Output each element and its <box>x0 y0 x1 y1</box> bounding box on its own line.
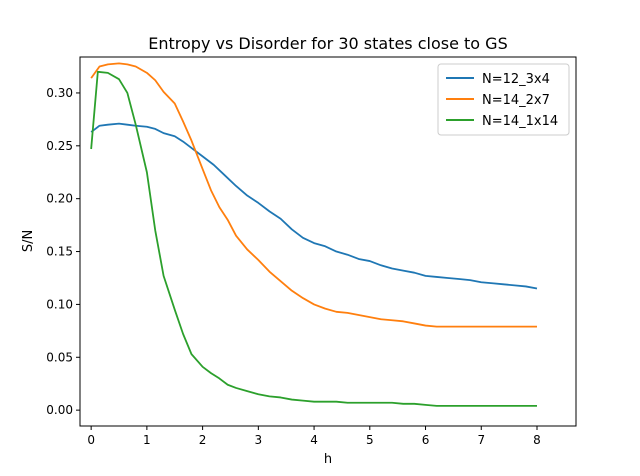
plot-frame <box>79 56 577 427</box>
x-tick-label: 1 <box>143 433 151 447</box>
y-tick-label: 0.10 <box>46 297 73 311</box>
legend-box <box>437 63 570 136</box>
x-axis-ticks: 0 1 2 3 4 5 6 7 8 <box>87 426 541 447</box>
y-tick-label: 0.15 <box>46 245 73 259</box>
x-tick-label: 2 <box>199 433 207 447</box>
series-line-2 <box>90 70 537 407</box>
y-tick-label: 0.30 <box>46 86 73 100</box>
x-tick-label: 4 <box>310 433 318 447</box>
x-tick-label: 6 <box>422 433 430 447</box>
legend-label: N=12_3x4 <box>482 72 550 87</box>
y-axis-ticks: 0.00 0.05 0.10 0.15 0.20 0.25 0.30 <box>46 86 80 417</box>
x-tick-label: 7 <box>477 433 485 447</box>
x-tick-label: 3 <box>255 433 263 447</box>
y-tick-label: 0.25 <box>46 139 73 153</box>
y-tick-label: 0.05 <box>46 350 73 364</box>
y-tick-label: 0.20 <box>46 192 73 206</box>
x-axis-label: h <box>324 452 332 467</box>
y-tick-label: 0.00 <box>46 403 73 417</box>
x-tick-label: 8 <box>533 433 541 447</box>
legend-label: N=14_1x14 <box>482 114 558 129</box>
chart-title: Entropy vs Disorder for 30 states close … <box>148 34 507 53</box>
series-line-1 <box>90 62 537 328</box>
legend: N=12_3x4 N=14_2x7 N=14_1x14 <box>437 63 570 136</box>
legend-label: N=14_2x7 <box>482 93 550 108</box>
series-lines <box>90 62 538 407</box>
y-axis-label: S/N <box>21 230 36 252</box>
series-line-0 <box>90 122 538 290</box>
x-tick-label: 5 <box>366 433 374 447</box>
x-tick-label: 0 <box>87 433 95 447</box>
